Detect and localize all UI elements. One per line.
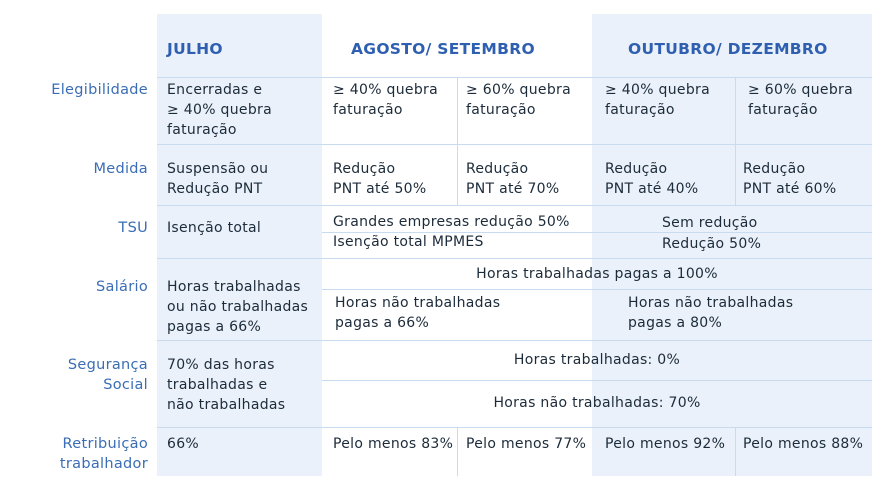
cell-seguranca-span-2: Horas não trabalhadas: 70% [493,395,701,411]
cell-line: ≥ 40% quebra [333,82,438,98]
label-elegibilidade: Elegibilidade [51,82,148,98]
header-outubro-dezembro: OUTUBRO/ DEZEMBRO [628,40,828,58]
cell-line: ≥ 60% quebra [748,82,853,98]
column-divider [735,77,736,205]
cell-retribuicao-julho: 66% [167,436,200,452]
julho-column-band [157,14,322,476]
cell-salario-julho: Horas trabalhadas ou não trabalhadas pag… [167,277,308,337]
cell-line: faturação [748,102,818,118]
cell-line: Suspensão ou [167,161,269,177]
row-divider [157,427,872,428]
cell-line: Redução [333,161,396,177]
cell-line: PNT até 50% [333,181,427,197]
row-divider [157,77,872,78]
cell-tsu-out-line2: Redução 50% [662,236,762,252]
cell-line: Redução PNT [167,181,263,197]
cell-medida-ago-40: Redução PNT até 50% [333,159,426,199]
cell-salario-ago: Horas não trabalhadas pagas a 66% [335,293,500,333]
cell-tsu-ago-line2: Isenção total MPMES [333,234,484,250]
cell-line: pagas a 66% [167,319,262,335]
column-divider [457,427,458,476]
cell-tsu-julho: Isenção total [167,220,262,236]
cell-line: faturação [466,102,536,118]
column-divider [457,77,458,205]
cell-line: faturação [167,122,237,138]
cell-tsu-out-line1: Sem redução [662,215,758,231]
cell-line: Horas trabalhadas [167,279,301,295]
cell-elegibilidade-ago-40: ≥ 40% quebra faturação [333,80,438,120]
row-divider [157,340,872,341]
cell-line: Horas não trabalhadas [335,295,501,311]
label-line: trabalhador [59,456,148,472]
row-divider [157,205,872,206]
cell-tsu-ago-line1: Grandes empresas redução 50% [333,214,570,230]
cell-retribuicao-ago-40: Pelo menos 83% [333,436,454,452]
row-divider [322,232,872,233]
cell-seguranca-julho: 70% das horas trabalhadas e não trabalha… [167,355,285,415]
cell-line: Redução [466,161,529,177]
cell-line: PNT até 60% [743,181,837,197]
cell-medida-ago-60: Redução PNT até 70% [466,159,559,199]
cell-line: pagas a 66% [335,315,430,331]
cell-line: ≥ 40% quebra [605,82,710,98]
cell-elegibilidade-julho: Encerradas e ≥ 40% quebra faturação [167,80,272,140]
outubro-column-band [592,14,872,476]
cell-retribuicao-ago-60: Pelo menos 77% [466,436,587,452]
header-agosto-setembro: AGOSTO/ SETEMBRO [351,40,535,58]
cell-line: não trabalhadas [167,397,286,413]
column-divider [735,427,736,476]
label-retribuicao-trabalhador: Retribuição trabalhador [60,434,148,474]
row-divider [322,380,872,381]
cell-line: Encerradas e [167,82,263,98]
cell-retribuicao-out-40: Pelo menos 92% [605,436,726,452]
cell-line: pagas a 80% [628,315,723,331]
cell-line: Redução [743,161,806,177]
cell-medida-out-60: Redução PNT até 60% [743,159,836,199]
label-medida: Medida [93,161,148,177]
label-salario: Salário [96,279,148,295]
header-julho: JULHO [167,40,223,58]
label-tsu: TSU [118,220,148,236]
cell-line: ≥ 40% quebra [167,102,272,118]
row-divider [157,144,872,145]
cell-line: faturação [605,102,675,118]
cell-salario-out: Horas não trabalhadas pagas a 80% [628,293,793,333]
cell-line: trabalhadas e [167,377,268,393]
cell-elegibilidade-out-60: ≥ 60% quebra faturação [748,80,853,120]
row-divider [157,258,872,259]
cell-retribuicao-out-60: Pelo menos 88% [743,436,864,452]
label-seguranca-social: Segurança Social [68,355,148,395]
cell-medida-out-40: Redução PNT até 40% [605,159,698,199]
cell-elegibilidade-out-40: ≥ 40% quebra faturação [605,80,710,120]
cell-seguranca-span-1: Horas trabalhadas: 0% [513,352,681,368]
cell-line: PNT até 70% [466,181,560,197]
cell-line: faturação [333,102,403,118]
cell-line: Horas não trabalhadas [628,295,794,311]
cell-line: ≥ 60% quebra [466,82,571,98]
cell-elegibilidade-ago-60: ≥ 60% quebra faturação [466,80,571,120]
cell-medida-julho: Suspensão ou Redução PNT [167,159,268,199]
cell-line: Redução [605,161,668,177]
cell-salario-span-all: Horas trabalhadas pagas a 100% [476,266,718,282]
row-divider [322,289,872,290]
label-line: Segurança [67,357,148,373]
cell-line: ou não trabalhadas [167,299,309,315]
cell-line: PNT até 40% [605,181,699,197]
label-line: Retribuição [62,436,148,452]
label-line: Social [103,377,148,393]
cell-line: 70% das horas [167,357,275,373]
